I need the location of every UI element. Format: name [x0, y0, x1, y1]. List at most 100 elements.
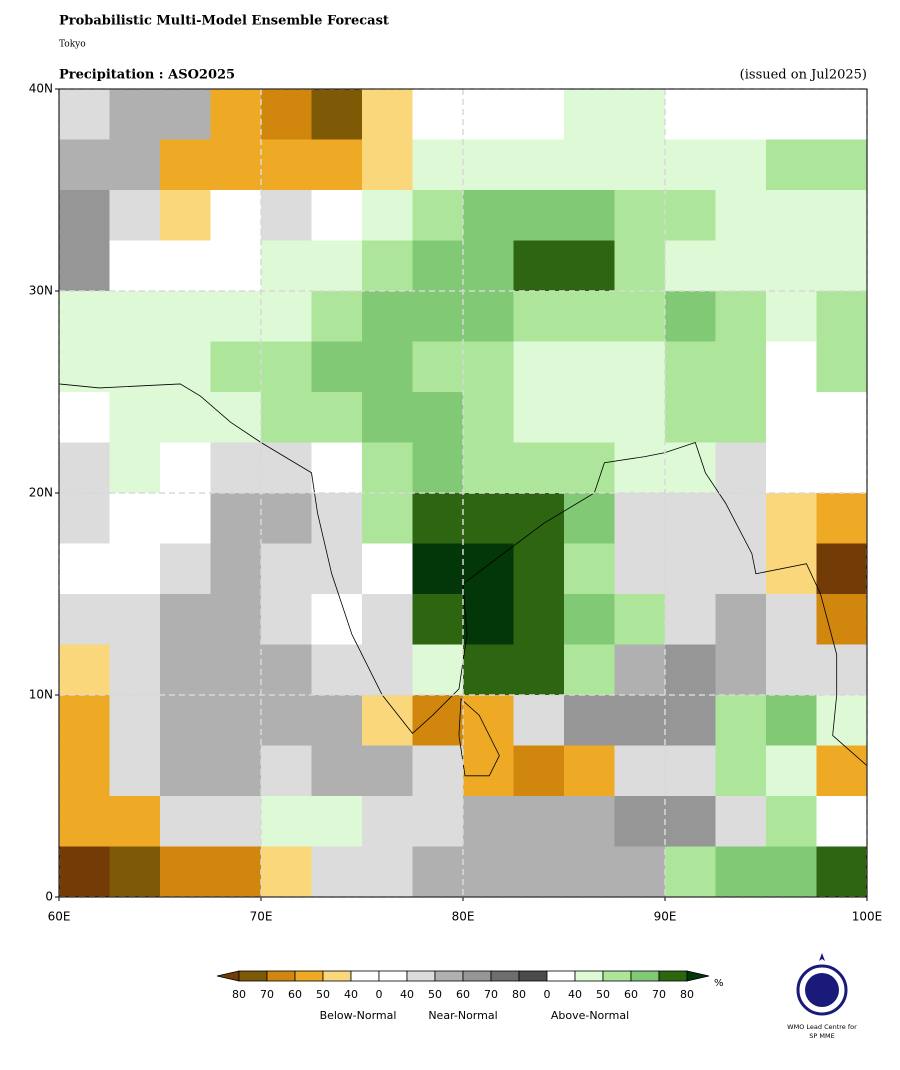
grid-cell	[715, 846, 767, 898]
grid-cell	[311, 291, 363, 342]
colorbar-box	[602, 970, 632, 982]
grid-cell	[816, 594, 868, 645]
grid-cell	[311, 846, 363, 898]
grid-cell	[564, 543, 615, 595]
grid-cell	[614, 190, 666, 241]
grid-cell	[766, 139, 817, 191]
grid-cell	[816, 291, 868, 342]
colorbar-label: 70	[260, 988, 274, 1001]
grid-cell	[513, 745, 565, 797]
grid-cell	[160, 493, 211, 544]
grid-cell	[362, 190, 413, 241]
grid-cell	[665, 543, 716, 595]
grid-cell	[463, 796, 514, 847]
colorbar-extend	[216, 970, 240, 982]
grid-cell	[715, 594, 767, 645]
grid-cell	[59, 846, 110, 898]
grid-cell	[412, 442, 464, 494]
grid-cell	[412, 89, 464, 140]
grid-cell	[412, 240, 464, 292]
y-tick-label: 30N	[29, 284, 53, 298]
issued-label: (issued on Jul2025)	[740, 68, 867, 83]
colorbar-box	[658, 970, 688, 982]
grid-cell	[261, 392, 312, 443]
subtitle: Tokyo	[59, 40, 86, 50]
grid-cell	[766, 240, 817, 292]
grid-cell	[715, 493, 767, 544]
colorbar-extend	[686, 970, 710, 982]
grid-cell	[362, 442, 413, 494]
grid-cell	[59, 695, 110, 746]
grid-cell	[210, 796, 262, 847]
legend-group-label: Below-Normal	[320, 1009, 397, 1022]
grid-cell	[362, 240, 413, 292]
grid-cell	[109, 291, 161, 342]
grid-cell	[513, 341, 565, 393]
grid-cell	[564, 745, 615, 797]
grid-cell	[362, 594, 413, 645]
grid-cell	[261, 291, 312, 342]
grid-cell	[412, 139, 464, 191]
grid-cell	[311, 139, 363, 191]
grid-cell	[766, 493, 817, 544]
grid-cell	[160, 745, 211, 797]
colorbar-label: 80	[680, 988, 694, 1001]
grid-cell	[311, 392, 363, 443]
grid-cell	[59, 442, 110, 494]
grid-cell	[311, 341, 363, 393]
grid-cell	[109, 341, 161, 393]
grid-cell	[665, 695, 716, 746]
grid-cell	[160, 796, 211, 847]
grid-cell	[59, 392, 110, 443]
grid-cell	[614, 543, 666, 595]
grid-cell	[362, 695, 413, 746]
grid-cell	[816, 745, 868, 797]
grid-cell	[564, 493, 615, 544]
grid-cell	[766, 341, 817, 393]
grid-cell	[311, 745, 363, 797]
grid-cell	[160, 89, 211, 140]
grid-cell	[665, 341, 716, 393]
colorbar-box	[546, 970, 576, 982]
colorbar-box	[406, 970, 436, 982]
grid-cell	[59, 89, 110, 140]
grid-cell	[665, 139, 716, 191]
grid-cell	[59, 291, 110, 342]
grid-cell	[109, 745, 161, 797]
colorbar-label: 40	[568, 988, 582, 1001]
grid-cell	[665, 846, 716, 898]
grid-cell	[564, 442, 615, 494]
grid-cell	[261, 796, 312, 847]
grid-cell	[412, 392, 464, 443]
grid-cell	[816, 493, 868, 544]
grid-cell	[715, 796, 767, 847]
colorbar-label: 80	[232, 988, 246, 1001]
grid-cell	[715, 695, 767, 746]
grid-cell	[766, 190, 817, 241]
grid-cell	[665, 594, 716, 645]
grid-cell	[210, 493, 262, 544]
grid-cell	[513, 543, 565, 595]
grid-cell	[261, 341, 312, 393]
grid-cell	[362, 341, 413, 393]
grid-cell	[766, 745, 817, 797]
grid-cell	[59, 594, 110, 645]
colorbar-box	[266, 970, 296, 982]
wmo-logo: WMO Lead Centre for SP MME	[787, 953, 857, 1040]
grid-cell	[311, 190, 363, 241]
colorbar-box	[434, 970, 464, 982]
colorbar-box	[322, 970, 352, 982]
grid-cell	[665, 442, 716, 494]
grid-cell	[210, 695, 262, 746]
grid-cell	[463, 846, 514, 898]
grid-cell	[513, 392, 565, 443]
grid-cell	[160, 594, 211, 645]
grid-cell	[513, 291, 565, 342]
x-tick-label: 90E	[654, 910, 677, 924]
grid-cell	[412, 594, 464, 645]
grid-cell	[59, 139, 110, 191]
legend-unit: %	[714, 978, 724, 989]
colorbar-label: 60	[288, 988, 302, 1001]
grid-cell	[513, 240, 565, 292]
